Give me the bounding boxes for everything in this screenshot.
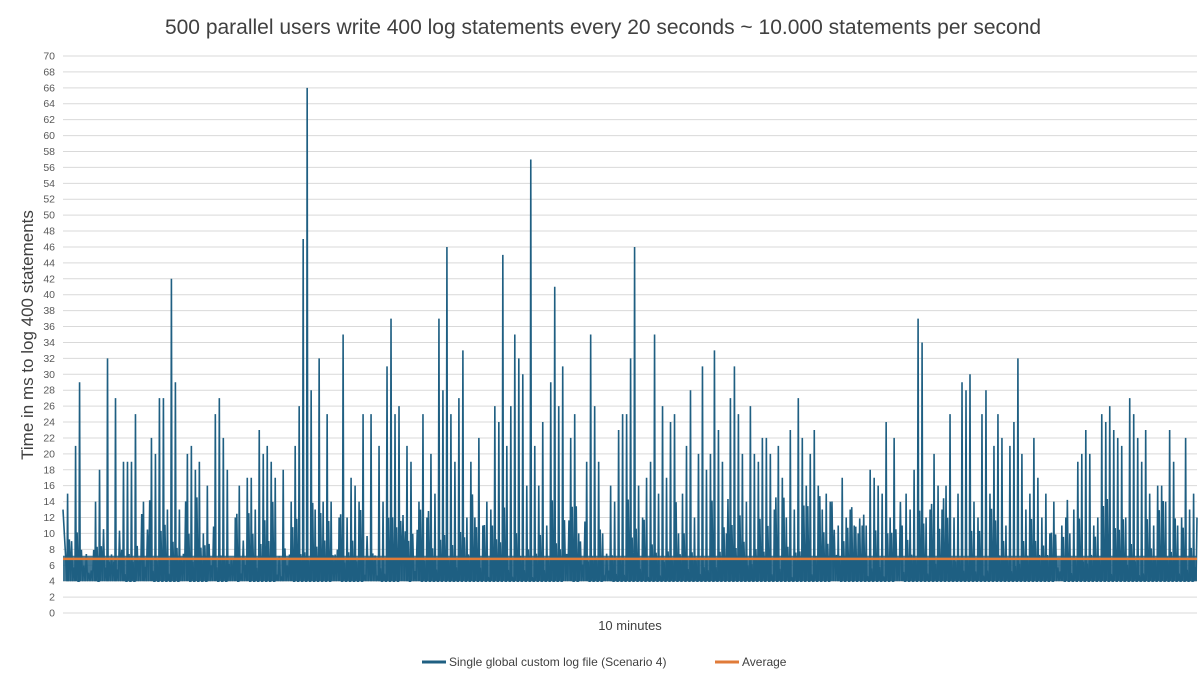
y-tick-label: 0 (49, 608, 55, 620)
y-tick-label: 44 (43, 257, 55, 269)
y-axis-title: Time in ms to log 400 statements (18, 210, 37, 460)
y-tick-label: 48 (43, 226, 55, 238)
y-tick-label: 40 (43, 289, 55, 301)
y-tick-label: 18 (43, 464, 55, 476)
y-tick-label: 50 (43, 210, 55, 222)
y-tick-label: 34 (43, 337, 55, 349)
y-tick-label: 30 (43, 369, 55, 381)
y-tick-label: 8 (49, 544, 55, 556)
y-tick-label: 28 (43, 385, 55, 397)
y-tick-label: 62 (43, 114, 55, 126)
y-tick-label: 26 (43, 401, 55, 413)
y-tick-label: 38 (43, 305, 55, 317)
y-tick-label: 24 (43, 417, 55, 429)
y-tick-label: 68 (43, 66, 55, 78)
y-tick-label: 36 (43, 321, 55, 333)
y-tick-label: 32 (43, 353, 55, 365)
y-tick-label: 58 (43, 146, 55, 158)
y-tick-label: 12 (43, 512, 55, 524)
chart-title: 500 parallel users write 400 log stateme… (165, 16, 1041, 39)
y-tick-label: 46 (43, 241, 55, 253)
legend-label-average: Average (742, 655, 787, 669)
y-tick-label: 64 (43, 98, 55, 110)
y-tick-label: 14 (43, 496, 55, 508)
y-tick-label: 54 (43, 178, 55, 190)
y-tick-label: 2 (49, 592, 55, 604)
x-axis-title: 10 minutes (598, 618, 662, 633)
y-tick-label: 4 (49, 576, 55, 588)
legend: Single global custom log file (Scenario … (422, 655, 787, 669)
y-tick-label: 60 (43, 130, 55, 142)
y-tick-label: 22 (43, 432, 55, 444)
y-tick-label: 20 (43, 448, 55, 460)
y-tick-labels: 0246810121416182022242628303234363840424… (43, 51, 55, 620)
y-tick-label: 56 (43, 162, 55, 174)
y-tick-label: 70 (43, 51, 55, 63)
y-tick-label: 52 (43, 194, 55, 206)
y-tick-label: 66 (43, 82, 55, 94)
y-tick-label: 10 (43, 528, 55, 540)
y-tick-label: 6 (49, 560, 55, 572)
legend-label-series: Single global custom log file (Scenario … (449, 655, 666, 669)
y-tick-label: 16 (43, 480, 55, 492)
plot-area (62, 87, 1198, 582)
y-tick-label: 42 (43, 273, 55, 285)
